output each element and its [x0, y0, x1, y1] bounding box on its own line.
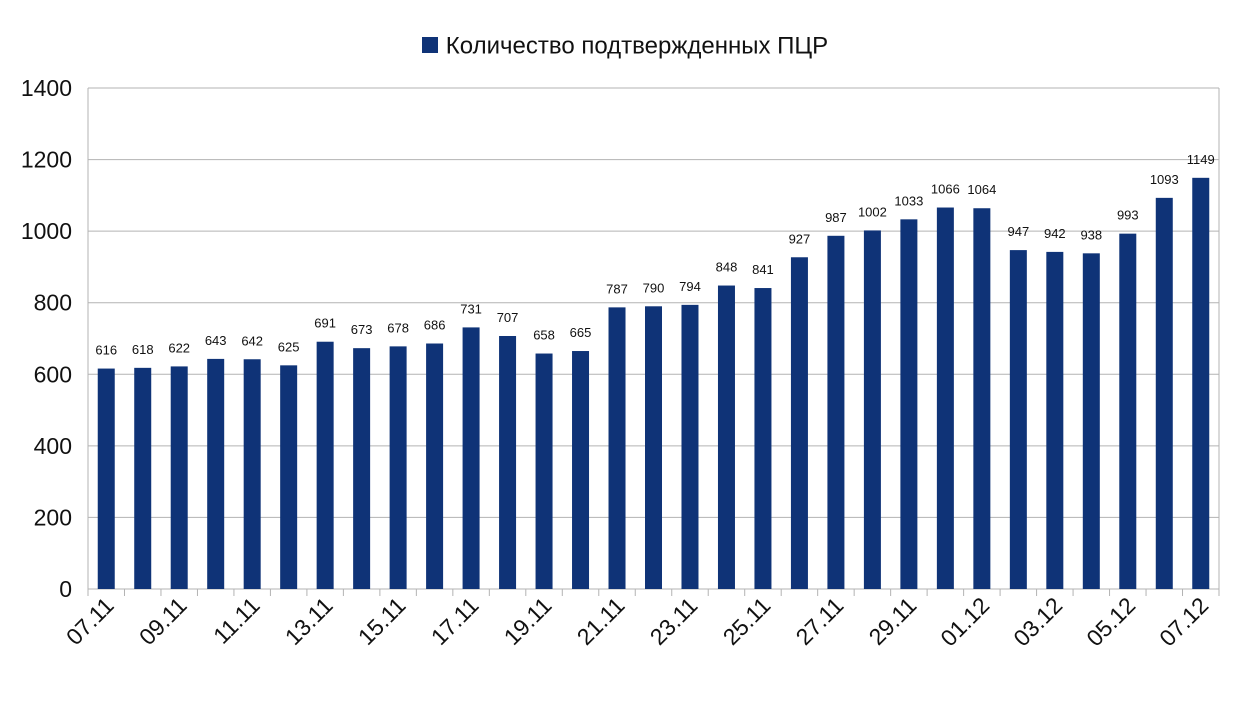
data-label: 618 — [132, 342, 154, 357]
bar — [645, 306, 662, 589]
bar — [608, 307, 626, 589]
data-label: 942 — [1044, 226, 1066, 241]
bar — [973, 208, 991, 590]
data-label: 987 — [825, 210, 847, 225]
data-label: 927 — [789, 231, 811, 246]
x-tick-label: 27.11 — [791, 592, 849, 650]
bar — [717, 285, 735, 589]
data-label: 625 — [278, 339, 300, 354]
bar — [353, 348, 371, 589]
x-tick-label: 13.11 — [280, 592, 338, 650]
bar — [462, 327, 480, 589]
data-label: 1002 — [858, 204, 887, 219]
bar — [900, 219, 918, 590]
bar — [389, 346, 407, 589]
bar — [1082, 253, 1100, 589]
data-label: 790 — [643, 280, 665, 295]
data-label: 616 — [95, 343, 117, 358]
y-tick-label: 1000 — [21, 218, 72, 244]
y-tick-label: 600 — [34, 361, 72, 387]
data-label: 1064 — [967, 182, 996, 197]
bar — [790, 257, 808, 589]
bar — [207, 358, 225, 589]
y-tick-label: 800 — [34, 290, 72, 316]
bar — [681, 304, 699, 589]
bar — [863, 230, 881, 590]
y-tick-label: 1200 — [21, 147, 72, 173]
x-tick-label: 19.11 — [499, 592, 557, 650]
bar — [754, 288, 772, 589]
bar — [1046, 251, 1064, 590]
bar — [1119, 233, 1137, 589]
data-label: 678 — [387, 320, 409, 335]
data-label: 686 — [424, 318, 446, 333]
data-label: 938 — [1080, 227, 1102, 242]
x-tick-label: 07.12 — [1154, 592, 1213, 651]
data-label: 993 — [1117, 208, 1139, 223]
bar — [97, 368, 115, 589]
data-label: 848 — [716, 260, 738, 275]
bar — [827, 235, 845, 590]
y-tick-label: 400 — [34, 433, 72, 459]
y-tick-label: 0 — [59, 576, 72, 602]
x-tick-label: 11.11 — [208, 592, 265, 649]
bar — [243, 359, 261, 589]
x-tick-label: 01.12 — [935, 592, 994, 651]
data-label: 673 — [351, 322, 373, 337]
x-tick-label: 21.11 — [572, 592, 630, 650]
bar — [535, 353, 553, 589]
data-label: 622 — [168, 340, 190, 355]
bar — [426, 343, 444, 589]
bar — [572, 351, 590, 589]
x-tick-label: 29.11 — [864, 592, 922, 650]
data-label: 691 — [314, 316, 336, 331]
x-tick-label: 17.11 — [426, 592, 484, 650]
data-label: 1066 — [931, 182, 960, 197]
data-label: 787 — [606, 281, 628, 296]
bar — [134, 367, 152, 589]
legend-label: Количество подтвержденных ПЦР — [445, 32, 829, 60]
bar — [1192, 177, 1210, 589]
data-label: 707 — [497, 310, 519, 325]
data-label: 642 — [241, 333, 263, 348]
bar — [316, 341, 334, 589]
y-tick-label: 200 — [34, 504, 72, 530]
data-label: 658 — [533, 328, 555, 343]
x-tick-label: 15.11 — [353, 592, 411, 650]
data-label: 665 — [570, 325, 592, 340]
data-label: 794 — [679, 279, 701, 294]
x-tick-label: 05.12 — [1081, 592, 1140, 651]
x-tick-label: 25.11 — [718, 592, 776, 650]
data-label: 1093 — [1150, 172, 1179, 187]
data-label: 1149 — [1187, 152, 1215, 167]
bar — [280, 365, 298, 589]
bar — [499, 335, 517, 589]
bar — [1155, 197, 1173, 590]
data-label: 643 — [205, 333, 227, 348]
data-label: 1033 — [894, 193, 923, 208]
y-tick-label: 1400 — [21, 75, 72, 101]
data-label: 947 — [1007, 224, 1029, 239]
x-tick-label: 23.11 — [645, 592, 703, 650]
legend: Количество подтвержденных ПЦР — [0, 32, 1250, 61]
x-tick-label: 09.11 — [134, 592, 192, 650]
data-label: 841 — [752, 262, 774, 277]
bar — [1009, 250, 1027, 589]
bar — [170, 366, 188, 589]
legend-swatch — [421, 36, 438, 53]
data-label: 731 — [460, 301, 482, 316]
x-tick-label: 03.12 — [1008, 592, 1067, 651]
bar — [936, 207, 954, 589]
